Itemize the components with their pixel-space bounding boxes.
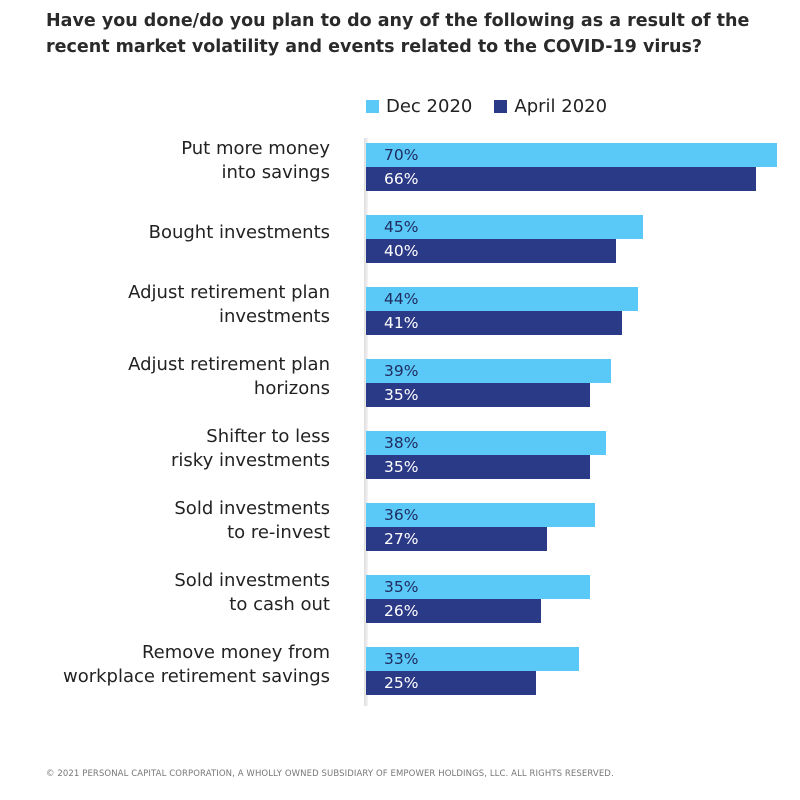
data-label: 33%	[384, 650, 419, 668]
bar-dec-2020	[366, 503, 595, 527]
data-label: 35%	[384, 386, 419, 404]
bar-april-2020	[366, 167, 756, 191]
category-label: Shifter to less risky investments	[171, 426, 330, 471]
bar-dec-2020	[366, 575, 590, 599]
legend-item-dec-2020: Dec 2020	[366, 96, 472, 117]
bar-april-2020	[366, 383, 590, 407]
bar-april-2020	[366, 239, 617, 263]
data-label: 27%	[384, 530, 419, 548]
category-label: Remove money from workplace retirement s…	[63, 642, 330, 687]
bar-april-2020	[366, 311, 622, 335]
category-label: Adjust retirement plan investments	[128, 282, 330, 327]
bar-dec-2020	[366, 647, 579, 671]
data-label: 35%	[384, 458, 419, 476]
bar-april-2020	[366, 599, 542, 623]
data-label: 40%	[384, 242, 419, 260]
category-label: Bought investments	[148, 222, 330, 243]
chart-title: Have you done/do you plan to do any of t…	[46, 11, 750, 57]
legend-label: April 2020	[514, 96, 608, 117]
bar-april-2020	[366, 671, 536, 695]
bar-dec-2020	[366, 359, 612, 383]
data-label: 44%	[384, 290, 419, 308]
legend-swatch-dec-2020	[366, 100, 379, 113]
data-label: 45%	[384, 218, 419, 236]
data-label: 35%	[384, 578, 419, 596]
bar-april-2020	[366, 455, 590, 479]
bar-april-2020	[366, 527, 547, 551]
data-label: 66%	[384, 170, 419, 188]
bar-dec-2020	[366, 287, 638, 311]
category-label: Put more money into savings	[181, 138, 330, 183]
legend-label: Dec 2020	[386, 96, 473, 117]
data-label: 41%	[384, 314, 419, 332]
data-label: 70%	[384, 146, 419, 164]
data-label: 26%	[384, 602, 419, 620]
category-label: Adjust retirement plan horizons	[128, 354, 330, 399]
data-label: 38%	[384, 434, 419, 452]
category-label: Sold investments to re-invest	[174, 498, 330, 543]
data-label: 39%	[384, 362, 419, 380]
legend-item-april-2020: April 2020	[494, 96, 607, 117]
data-label: 25%	[384, 674, 419, 692]
bar-dec-2020	[366, 431, 606, 455]
legend-swatch-april-2020	[494, 100, 508, 113]
bar-dec-2020	[366, 215, 644, 239]
copyright-footer: © 2021 PERSONAL CAPITAL CORPORATION, A W…	[46, 769, 614, 779]
legend: Dec 2020 April 2020	[366, 96, 607, 117]
category-label: Sold investments to cash out	[174, 570, 330, 615]
category-axis-line	[364, 138, 368, 706]
bar-dec-2020	[366, 143, 778, 167]
data-label: 36%	[384, 506, 419, 524]
